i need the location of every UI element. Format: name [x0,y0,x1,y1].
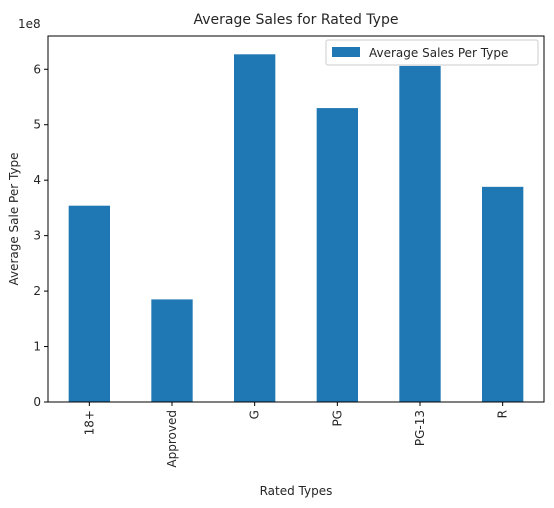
plot-frame [47,35,545,403]
y-tick-label: 3 [33,229,41,243]
bar-pg [316,108,358,402]
x-tick-label: R [496,410,510,418]
y-axis-ticks: 0 1 2 3 4 5 6 [33,62,48,409]
y-tick-label: 0 [33,395,41,409]
y-tick-label: 4 [33,173,41,187]
bar-r [482,186,524,402]
bar-18- [68,205,110,402]
y-tick-label: 5 [33,118,41,132]
x-tick-label: 18+ [82,410,96,435]
x-tick-label: Approved [165,410,179,468]
chart-title: Average Sales for Rated Type [194,12,399,28]
bar-approved [151,299,193,402]
y-axis-label: Average Sale Per Type [7,152,21,285]
legend-label: Average Sales Per Type [369,46,508,60]
x-axis-label: Rated Types [260,484,333,498]
y-tick-label: 2 [33,284,41,298]
x-axis-ticks: 18+ Approved G PG PG-13 R [82,402,510,468]
x-tick-label: G [248,410,262,419]
x-tick-label: PG [330,410,344,427]
legend: Average Sales Per Type [325,39,539,66]
bars-group [68,54,524,403]
y-tick-label: 6 [33,62,41,76]
y-axis-offset-text: 1e8 [18,17,41,31]
legend-box [325,39,539,66]
legend-swatch [332,47,360,57]
bar-pg-13 [399,65,441,402]
x-tick-label: PG-13 [413,410,427,446]
bar-g [234,54,276,403]
y-tick-label: 1 [33,340,41,354]
